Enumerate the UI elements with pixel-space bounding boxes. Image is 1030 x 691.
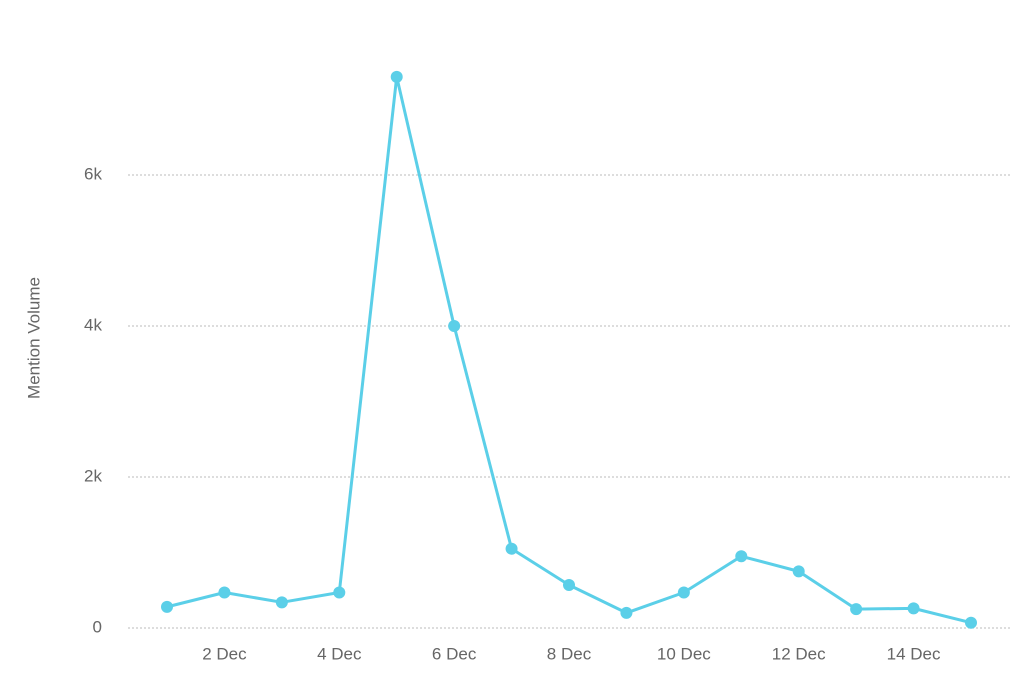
y-axis-title: Mention Volume bbox=[24, 277, 43, 399]
point bbox=[275, 596, 288, 609]
point bbox=[850, 603, 863, 616]
point bbox=[735, 550, 748, 563]
x-tick-label: 4 Dec bbox=[317, 644, 362, 663]
line bbox=[166, 75, 972, 625]
y-tick-label: 6k bbox=[84, 164, 102, 183]
x-tick-label: 12 Dec bbox=[772, 644, 826, 663]
y-tick-label: 0 bbox=[93, 617, 102, 636]
point bbox=[505, 542, 518, 555]
point bbox=[677, 586, 690, 599]
point bbox=[563, 578, 575, 591]
x-tick-label: 10 Dec bbox=[657, 644, 711, 663]
x-tick-label: 2 Dec bbox=[202, 644, 247, 663]
point bbox=[620, 606, 633, 619]
point bbox=[390, 70, 403, 83]
point bbox=[161, 600, 173, 613]
point bbox=[218, 586, 231, 599]
x-tick-label: 6 Dec bbox=[432, 644, 477, 663]
point bbox=[907, 602, 920, 615]
x-tick-label: 14 Dec bbox=[887, 644, 941, 663]
point bbox=[448, 320, 461, 332]
point bbox=[792, 565, 805, 578]
y-tick-label: 2k bbox=[84, 466, 102, 485]
x-tick-label: 8 Dec bbox=[547, 644, 592, 663]
point bbox=[965, 616, 977, 629]
point bbox=[333, 586, 346, 599]
y-tick-label: 4k bbox=[84, 315, 102, 334]
